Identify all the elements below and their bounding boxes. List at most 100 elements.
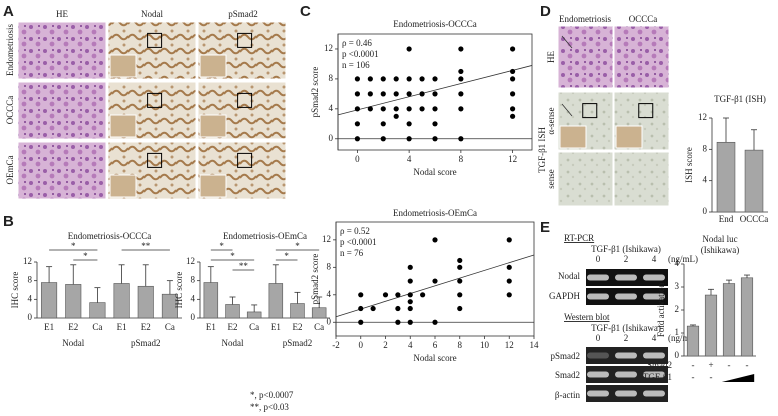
y-tick-label: 4: [703, 175, 708, 185]
y-tick-label: 0: [191, 312, 196, 322]
chart-title: Nodal luc: [702, 234, 737, 244]
y-tick-label: 8: [191, 275, 196, 285]
y-tick-label: 0: [703, 206, 708, 216]
x-tick-label: E1: [117, 322, 127, 332]
trend-line: [335, 254, 535, 318]
x-tick-label: E2: [293, 322, 303, 332]
point: [509, 46, 516, 52]
condition-value: +: [708, 360, 713, 370]
bar: [311, 307, 327, 319]
x-tick-label: OCCCa: [740, 214, 769, 224]
chart-title: TGF-β1 (ISH): [714, 94, 766, 104]
point: [457, 292, 463, 298]
annotation: p <0.0001: [342, 49, 379, 59]
condition-value: -: [710, 372, 713, 382]
point: [432, 319, 438, 325]
point: [407, 299, 413, 305]
point: [393, 113, 399, 119]
footnote: **, p<0.03: [250, 402, 289, 412]
x-tick-label: 8: [459, 154, 464, 164]
point: [457, 278, 463, 284]
condition-label: Smad2: [647, 360, 672, 370]
y-tick-label: 4: [327, 289, 332, 299]
x-tick-label: Ca: [249, 322, 259, 332]
point: [432, 121, 438, 127]
bar: [41, 282, 58, 319]
chart-title: Endometriosis-OCCCa: [393, 19, 477, 29]
bar: [137, 285, 154, 319]
condition-value: -: [692, 360, 695, 370]
dose: 0: [596, 254, 601, 264]
inset-box: [237, 152, 253, 168]
point: [370, 305, 376, 312]
point: [506, 264, 512, 270]
point: [458, 91, 464, 97]
x-tick-label: E1: [44, 322, 54, 332]
point: [506, 278, 512, 284]
inset: [199, 54, 227, 78]
annotation: n = 106: [342, 60, 370, 70]
x-tick-label: 4: [408, 340, 413, 350]
point: [393, 76, 399, 82]
y-tick-label: 3: [675, 281, 680, 291]
chart-title: Endometriosis-OCCCa: [68, 231, 152, 241]
inset-box: [147, 92, 163, 108]
panel-label: E: [540, 219, 550, 236]
y-tick-label: 0: [329, 133, 334, 143]
chart-subtitle: (Ishikawa): [701, 245, 739, 255]
panel-label: A: [3, 3, 14, 20]
inset: [109, 54, 137, 78]
band: [615, 274, 637, 281]
bar: [704, 294, 718, 357]
bar: [290, 303, 305, 319]
row-label: Smad2: [555, 370, 580, 380]
row-label: GAPDH: [549, 291, 581, 301]
point: [406, 106, 412, 112]
group-label: Nodal: [62, 338, 84, 348]
point: [393, 91, 399, 97]
annotation: p <0.0001: [340, 237, 377, 247]
point: [354, 91, 360, 97]
point: [458, 136, 464, 142]
y-tick-label: 2: [675, 304, 680, 314]
point: [382, 292, 389, 298]
x-tick-label: E1: [206, 322, 216, 332]
y-tick-label: 4: [675, 258, 680, 268]
point: [380, 91, 386, 97]
band: [643, 293, 665, 300]
bar: [268, 283, 284, 319]
x-tick-label: 12: [505, 340, 514, 350]
significance-label: **: [141, 241, 151, 251]
x-axis-label: Nodal score: [413, 353, 456, 363]
unit: (ng/mL): [668, 333, 698, 343]
dose: 4: [652, 254, 657, 264]
micrograph: [613, 151, 670, 207]
point: [380, 136, 386, 142]
panel-label: D: [540, 3, 551, 20]
bar: [113, 283, 130, 319]
inset: [109, 174, 137, 198]
point: [509, 76, 516, 82]
point: [419, 91, 425, 97]
y-tick-label: 8: [28, 275, 33, 285]
point: [432, 91, 438, 97]
y-tick-label: 8: [703, 143, 708, 153]
significance-label: *: [295, 241, 300, 251]
point: [432, 106, 438, 112]
point: [354, 136, 360, 142]
point: [506, 237, 512, 243]
condition-label: TGF-β1: [643, 372, 672, 382]
point: [432, 136, 438, 142]
band: [615, 371, 637, 378]
chart-title: Endometriosis-OEmCa: [223, 231, 307, 241]
x-tick-label: End: [719, 214, 734, 224]
inset-box: [237, 92, 253, 108]
micrograph: [17, 81, 107, 140]
point: [432, 237, 438, 243]
footnote: *, p<0.0007: [250, 390, 294, 400]
y-tick-label: 8: [327, 261, 332, 271]
condition-value: -: [746, 360, 749, 370]
y-tick-label: 4: [28, 293, 33, 303]
point: [458, 68, 464, 75]
section-title: Western blot: [564, 312, 610, 322]
